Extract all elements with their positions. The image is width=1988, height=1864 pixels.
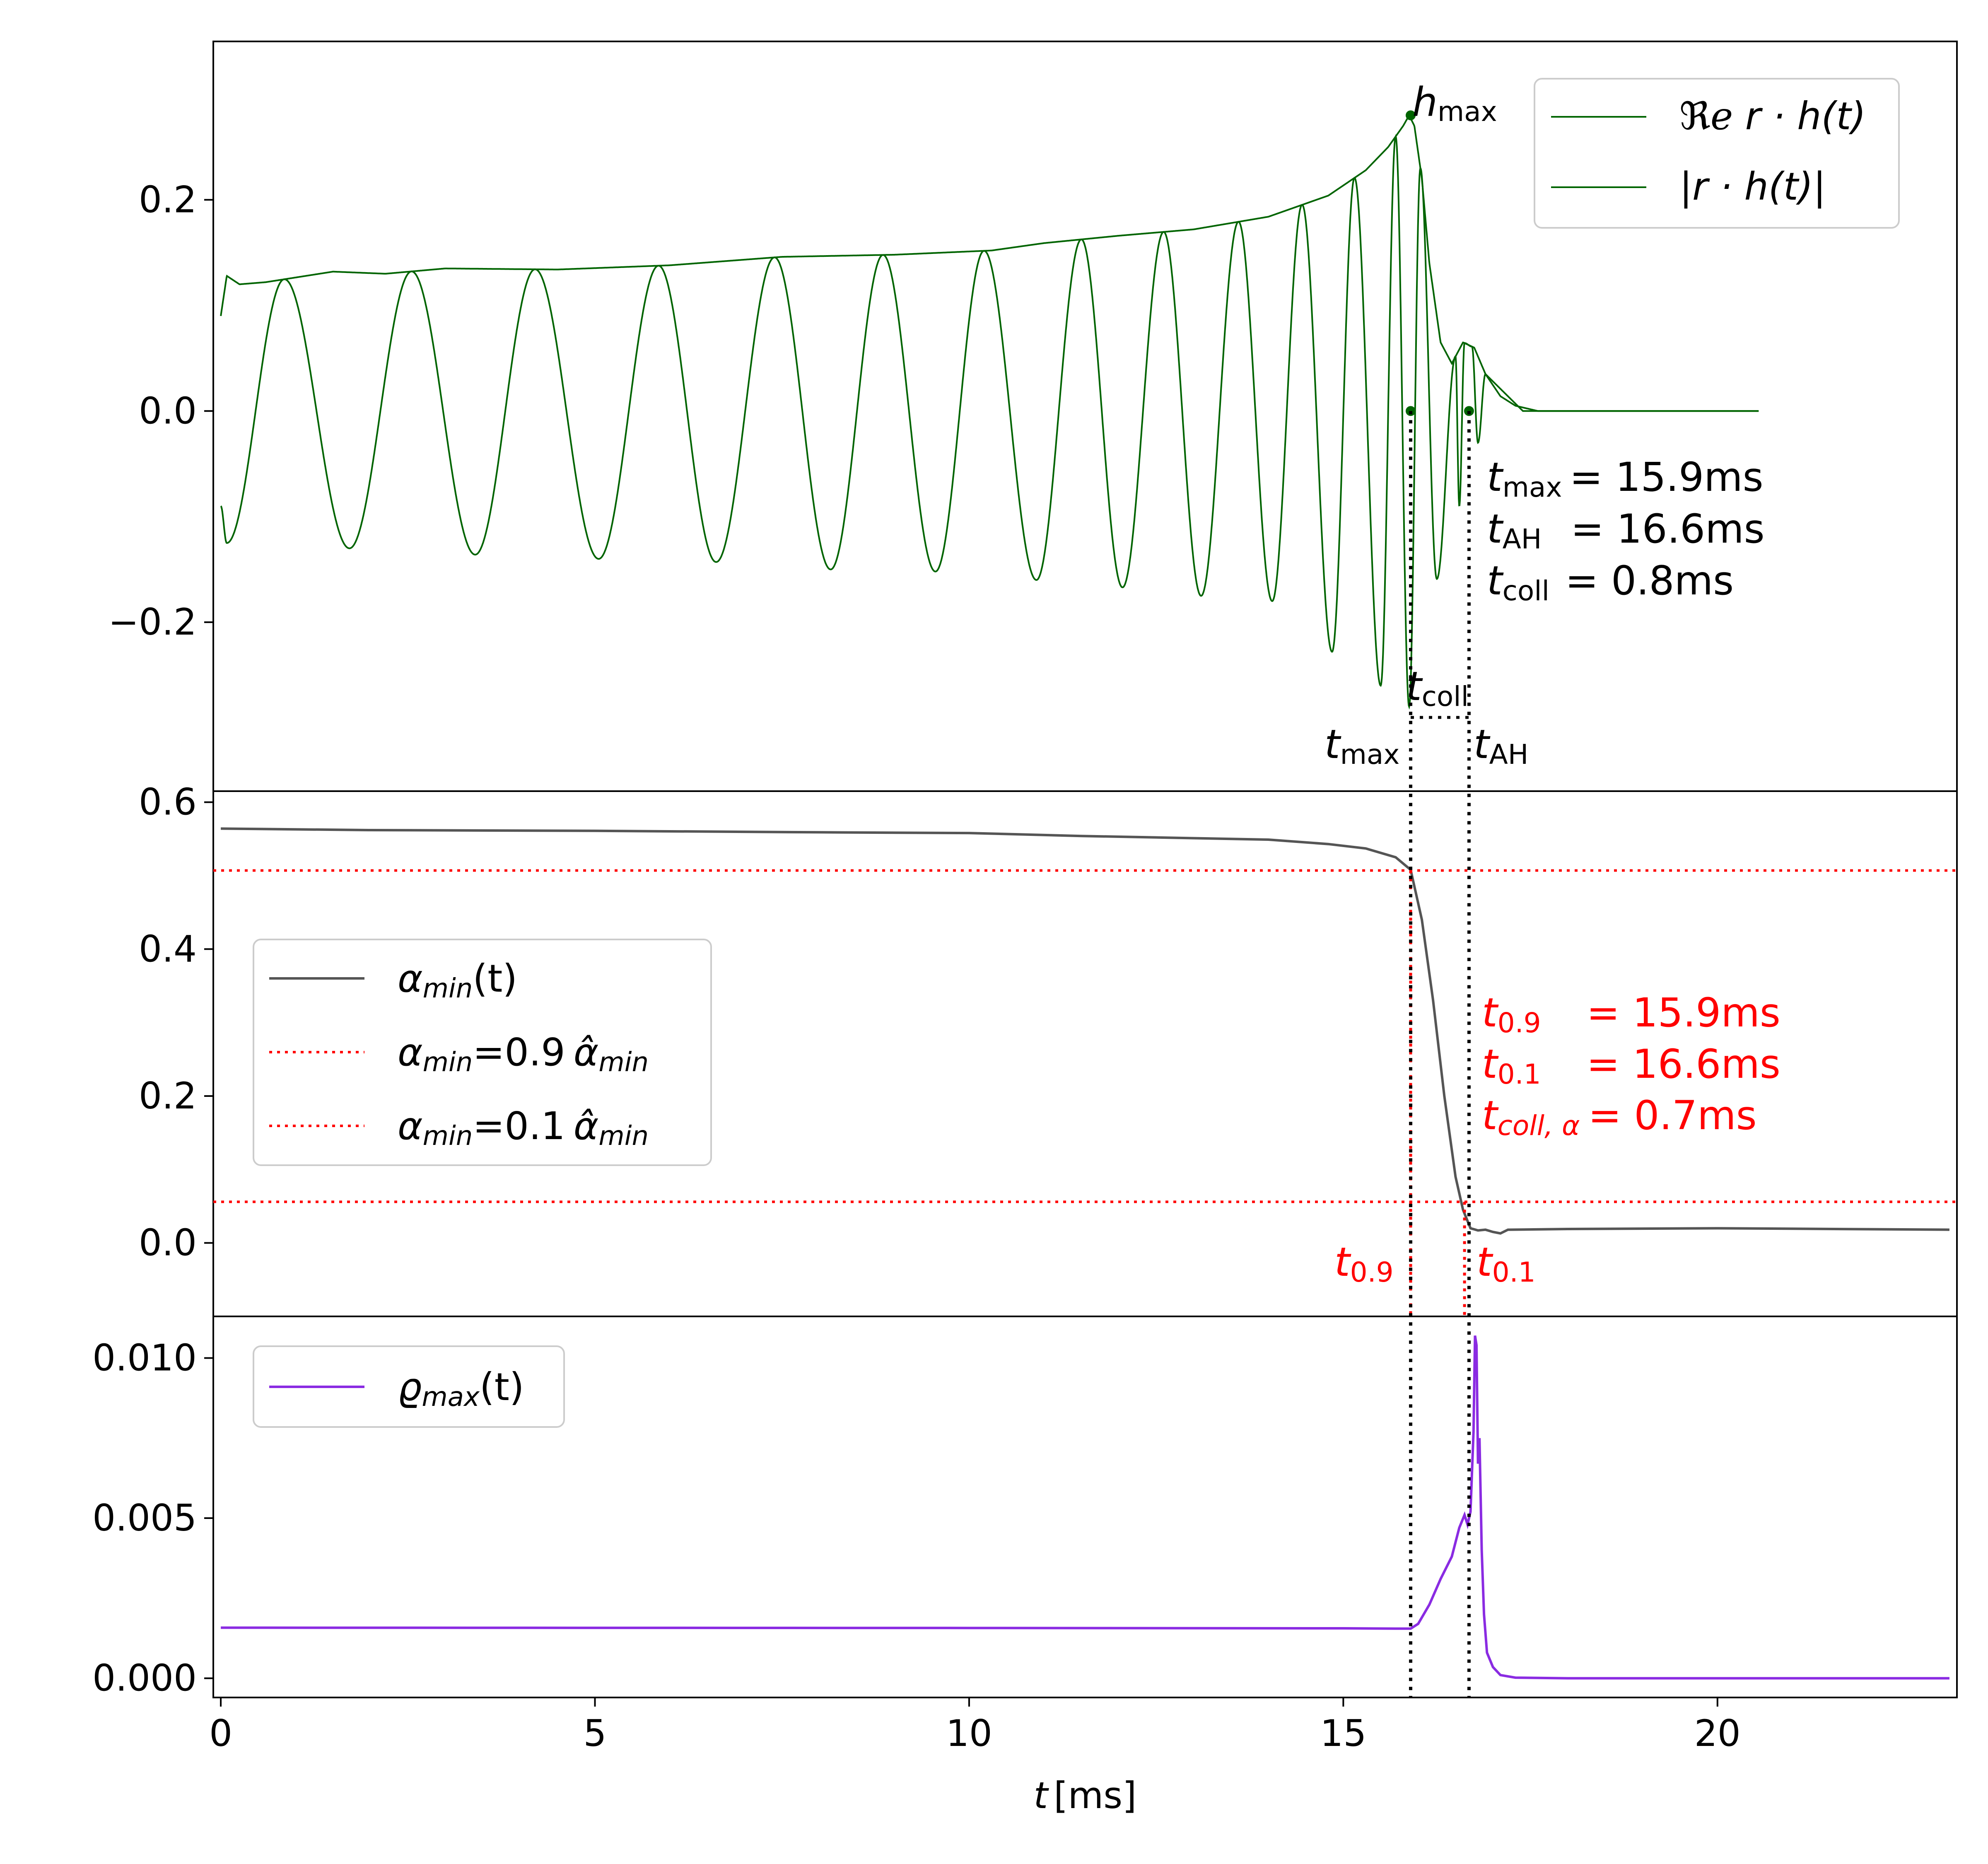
t-coll-label: tcoll [1406, 663, 1469, 712]
ytick-label: 0.010 [92, 1337, 197, 1379]
series-abs-value [220, 113, 1759, 412]
t01-label: t0.1 [1477, 1239, 1536, 1288]
xtick-label: 10 [946, 1712, 992, 1755]
middle-legend: αmin(t) αmin=0.9 α̂min αmin=0.1 α̂min [253, 939, 712, 1166]
t-ah-label: tAH [1474, 721, 1528, 770]
ytick-label: 0.000 [92, 1657, 197, 1700]
bottom-legend: ϱmax(t) [253, 1345, 565, 1428]
axis-ticks: −0.2 0.0 0.2 0.0 0.2 0.4 0.6 0.000 0.005 0.010 0 5 1… [92, 178, 1741, 1755]
ytick-label: 0.005 [92, 1497, 197, 1539]
mid-info-line-3: tcoll, α = 0.7ms [1482, 1092, 1757, 1142]
ytick-label: 0.0 [139, 389, 197, 432]
ytick-label: 0.2 [139, 1074, 197, 1117]
bottom-panel-frame [212, 1316, 1958, 1698]
legend-real-part: ℜℯ r · h(t) [1679, 94, 1866, 138]
legend-rho-max: ϱmax(t) [398, 1365, 524, 1412]
series-alpha-min [221, 827, 1949, 1235]
xtick-label: 20 [1694, 1712, 1741, 1755]
h-max-label: hmax [1412, 79, 1497, 128]
ytick-label: 0.6 [139, 781, 197, 823]
legend-alpha-min: αmin(t) [398, 956, 517, 1004]
h-max-marker [1405, 110, 1416, 121]
legend-alpha-01: αmin=0.1 α̂min [398, 1104, 649, 1152]
t09-label: t0.9 [1334, 1239, 1394, 1288]
top-plot [220, 110, 1759, 719]
legend-alpha-09: αmin=0.9 α̂min [398, 1030, 649, 1078]
bottom-plot [221, 1335, 1949, 1680]
series-rho-max [221, 1335, 1949, 1680]
top-legend: ℜℯ r · h(t) |r · h(t)| [1534, 78, 1900, 229]
ytick-label: 0.4 [139, 927, 197, 970]
top-info-line-1: tmax = 15.9ms [1487, 454, 1764, 503]
series-real-part [220, 134, 1759, 710]
mid-info-line-1: t0.9 = 15.9ms [1482, 990, 1781, 1039]
xtick-label: 0 [209, 1712, 232, 1755]
x-axis-label: t [ms] [1034, 1774, 1137, 1817]
top-info-line-2: tAH = 16.6ms [1487, 506, 1765, 555]
t-max-label: tmax [1325, 721, 1399, 770]
top-info-line-3: tcoll = 0.8ms [1487, 558, 1734, 607]
ytick-label: 0.2 [139, 178, 197, 221]
legend-abs: |r · h(t)| [1679, 164, 1826, 209]
mid-info-line-2: t0.1 = 16.6ms [1482, 1041, 1781, 1090]
ytick-label: −0.2 [108, 601, 197, 643]
xtick-label: 5 [584, 1712, 607, 1755]
xtick-label: 15 [1320, 1712, 1366, 1755]
ytick-label: 0.0 [139, 1222, 197, 1264]
